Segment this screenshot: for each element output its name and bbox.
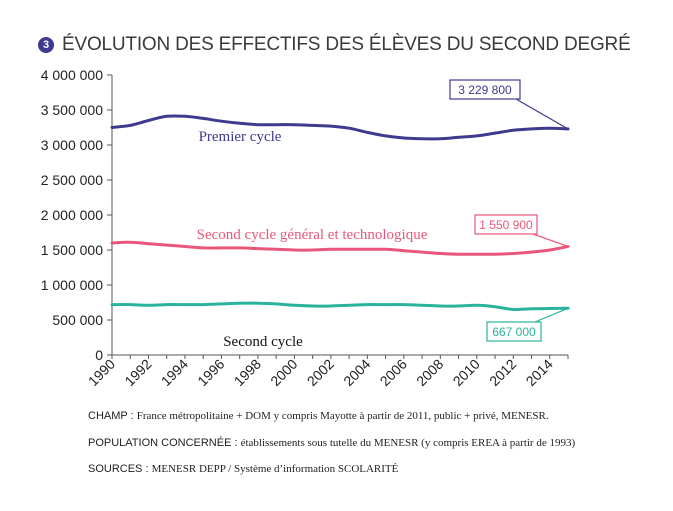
series-line-3: [110, 301, 570, 312]
footnote-label: CHAMP :: [88, 410, 137, 422]
x-tick-label: 2002: [304, 356, 337, 389]
footnote-population: POPULATION CONCERNÉE : établissements so…: [88, 437, 575, 449]
y-tick-label: 500 000: [52, 312, 103, 328]
y-tick-label: 4 000 000: [41, 67, 103, 83]
x-tick-label: 2006: [377, 356, 410, 389]
chart-title-text: ÉVOLUTION DES EFFECTIFS DES ÉLÈVES DU SE…: [62, 34, 631, 55]
series-line-1: [110, 114, 570, 141]
footnote-text: établissements sous tutelle du MENESR (y…: [240, 437, 576, 449]
y-tick-label: 3 000 000: [41, 137, 103, 153]
x-tick-label: 1998: [231, 356, 264, 389]
annotation-leader: [532, 233, 569, 248]
footnote-text: France métropolitaine + DOM y compris Ma…: [136, 410, 549, 422]
x-tick-label: 2008: [413, 356, 446, 389]
x-tick-label: 2012: [486, 356, 519, 389]
annotation-leader: [534, 307, 569, 323]
x-tick-label: 1996: [194, 356, 227, 389]
y-tick-label: 2 000 000: [41, 207, 103, 223]
y-tick-label: 2 500 000: [41, 172, 103, 188]
annotation-box: [449, 79, 521, 100]
figure-number-badge: 3: [38, 37, 54, 53]
series-line-2: [110, 240, 570, 256]
annotation-box: [486, 321, 542, 342]
footnote-label: SOURCES :: [88, 463, 152, 475]
annotation-box: [474, 214, 538, 235]
y-tick-label: 0: [95, 347, 103, 363]
series-name-label: Second cycle: [223, 334, 303, 350]
series-name-label: Premier cycle: [199, 129, 282, 145]
series-name-label: Second cycle général et technologique: [197, 227, 428, 243]
chart-title: 3 ÉVOLUTION DES EFFECTIFS DES ÉLÈVES DU …: [38, 34, 631, 56]
annotation-label: 667 000: [492, 325, 536, 339]
line-chart: 0 500 000 1 000 000 1 500 000 2 000 000 2 500…: [41, 67, 570, 389]
footnote-champ: CHAMP : France métropolitaine + DOM y co…: [88, 410, 549, 422]
x-tick-label: 2014: [523, 356, 556, 389]
x-tick-label: 1994: [158, 356, 191, 389]
x-tick-label: 1992: [121, 356, 154, 389]
footnote-label: POPULATION CONCERNÉE :: [88, 437, 241, 449]
x-tick-label: 1990: [85, 356, 118, 389]
footnote-text: MENESR DEPP / Système d’information SCOL…: [151, 463, 399, 475]
y-tick-label: 1 500 000: [41, 242, 103, 258]
footnote-sources: SOURCES : MENESR DEPP / Système d’inform…: [88, 463, 398, 475]
x-tick-label: 2004: [340, 356, 373, 389]
y-tick-label: 3 500 000: [41, 102, 103, 118]
x-tick-label: 2010: [450, 356, 483, 389]
x-tick-label: 2000: [267, 356, 300, 389]
annotation-label: 3 229 800: [458, 83, 512, 97]
annotation-leader: [515, 98, 569, 130]
y-tick-label: 1 000 000: [41, 277, 103, 293]
annotation-label: 1 550 900: [479, 218, 533, 232]
